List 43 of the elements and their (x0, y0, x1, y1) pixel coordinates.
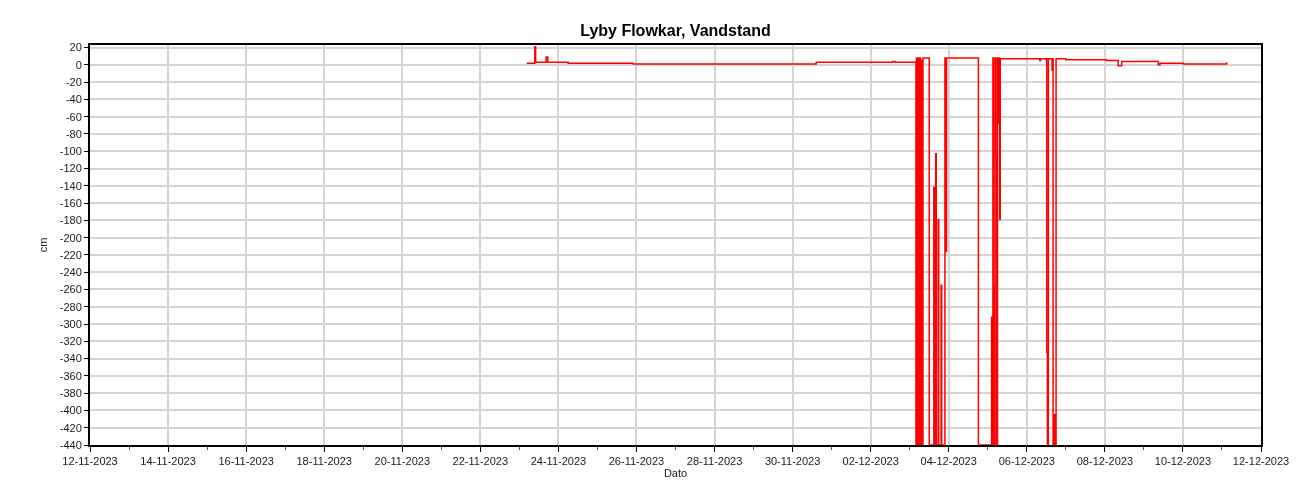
x-tick-label: 20-11-2023 (374, 455, 430, 468)
y-tick-label: -300 (59, 317, 82, 330)
x-axis-title: Dato (663, 467, 688, 480)
y-tick-label: -360 (59, 369, 82, 382)
y-tick-label: -160 (59, 196, 82, 209)
y-tick-label: -220 (59, 248, 82, 261)
y-tick-label: -180 (59, 214, 82, 227)
x-tick-label: 06-12-2023 (998, 455, 1055, 468)
y-tick-label: -200 (59, 231, 82, 244)
x-tick-label: 10-12-2023 (1154, 455, 1212, 468)
y-tick-label: 0 (75, 58, 82, 71)
x-tick-label: 12-12-2023 (1232, 455, 1290, 468)
y-tick-label: -260 (59, 283, 82, 296)
x-tick-label: 18-11-2023 (296, 455, 352, 468)
y-axis-title: cm (36, 237, 49, 253)
y-tick-label: -280 (59, 300, 82, 313)
y-tick-label: -380 (59, 387, 82, 400)
y-tick-label: -420 (59, 421, 82, 434)
y-tick-label: 20 (69, 41, 82, 54)
y-tick-label: -100 (59, 145, 82, 158)
x-tick-label: 24-11-2023 (530, 455, 587, 468)
x-tick-label: 28-11-2023 (686, 455, 743, 468)
chart-title: Lyby Flowkar, Vandstand (580, 21, 771, 39)
x-tick-label: 14-11-2023 (140, 455, 196, 468)
y-tick-label: -440 (59, 438, 82, 451)
x-tick-label: 16-11-2023 (218, 455, 274, 468)
x-tick-label: 04-12-2023 (920, 455, 977, 468)
x-tick-label: 26-11-2023 (608, 455, 665, 468)
y-tick-label: -60 (65, 110, 82, 123)
y-tick-label: -240 (59, 266, 82, 279)
x-tick-label: 22-11-2023 (452, 455, 509, 468)
y-tick-label: -40 (65, 93, 82, 106)
x-tick-label: 30-11-2023 (764, 455, 821, 468)
y-tick-label: -400 (59, 404, 82, 417)
x-tick-label: 08-12-2023 (1076, 455, 1134, 468)
y-tick-label: -340 (59, 352, 82, 365)
y-tick-label: -140 (59, 179, 82, 192)
y-tick-label: -80 (65, 127, 82, 140)
y-tick-label: -320 (59, 335, 82, 348)
y-tick-label: -120 (59, 162, 82, 175)
y-tick-label: -20 (65, 76, 82, 88)
x-tick-label: 12-11-2023 (62, 455, 118, 468)
x-tick-label: 02-12-2023 (842, 455, 899, 468)
